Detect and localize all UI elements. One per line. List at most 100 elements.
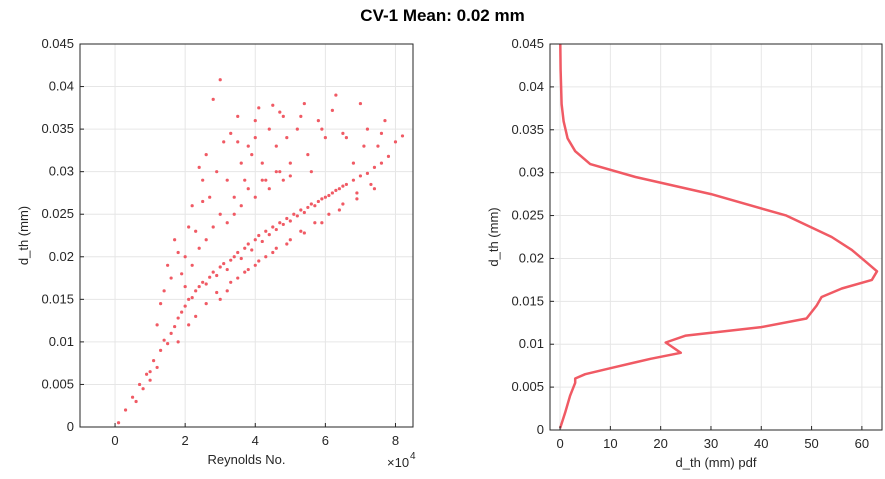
scatter-point [351, 161, 356, 165]
scatter-point [123, 408, 128, 412]
scatter-point [302, 101, 306, 106]
scatter-point [257, 259, 261, 263]
y-tick-label: 0.025 [41, 206, 74, 221]
scatter-point [194, 289, 198, 293]
scatter-point [183, 284, 187, 289]
scatter-point [379, 131, 384, 135]
scatter-point [299, 114, 303, 118]
scatter-point [215, 273, 219, 278]
y-axis-label: d_th (mm) [486, 207, 501, 266]
scatter-point [137, 382, 142, 387]
scatter-point [372, 187, 377, 191]
y-tick-label: 0 [67, 419, 74, 434]
scatter-point [253, 119, 257, 123]
scatter-point [334, 93, 338, 97]
scatter-point [166, 341, 170, 346]
scatter-point [197, 165, 201, 170]
scatter-point [285, 136, 289, 140]
scatter-point [253, 238, 257, 242]
x-tick-label: 4 [252, 433, 259, 448]
scatter-point [281, 222, 285, 227]
scatter-point [274, 246, 278, 250]
scatter-point [159, 301, 163, 306]
scatter-point [246, 242, 250, 246]
scatter-point [201, 178, 205, 182]
scatter-point [271, 250, 275, 255]
scatter-point [274, 144, 278, 148]
scatter-point [155, 323, 159, 327]
scatter-point [285, 216, 289, 221]
scatter-point [271, 225, 275, 229]
scatter-point [365, 171, 370, 175]
scatter-point [271, 103, 275, 107]
scatter-point [243, 270, 247, 274]
scatter-point [229, 131, 233, 135]
scatter-point [313, 221, 317, 225]
scatter-point [201, 280, 205, 284]
scatter-point [211, 225, 215, 229]
x-tick-label: 2 [182, 433, 189, 448]
y-tick-label: 0.005 [41, 376, 74, 391]
x-tick-label: 0 [111, 433, 118, 448]
scatter-point [330, 191, 334, 195]
scatter-point [309, 170, 313, 174]
scatter-point [246, 187, 250, 191]
chart-panel-1: 0 2 4 6 8 0 0.005 0.01 0.015 0.02 0.025 0.03 0.035 0.… [16, 36, 416, 470]
scatter-point [162, 338, 166, 342]
scatter-point [281, 178, 285, 182]
scatter-point [218, 265, 222, 269]
scatter-point [239, 256, 243, 261]
scatter-point [281, 114, 285, 118]
x-tick-label: 8 [392, 433, 399, 448]
scatter-point [253, 136, 257, 140]
scatter-point [327, 193, 331, 198]
scatter-point [302, 210, 306, 215]
x-tick-label: 10 [603, 436, 617, 451]
scatter-point [341, 131, 345, 135]
scatter-point [243, 246, 247, 250]
scatter-point [183, 255, 187, 259]
scatter-point [295, 127, 299, 131]
y-tick-label: 0.045 [41, 36, 74, 51]
scatter-point [260, 178, 264, 182]
scatter-point [180, 272, 184, 276]
scatter-point [243, 178, 247, 182]
scatter-point [400, 134, 405, 138]
scatter-point [211, 270, 215, 274]
scatter-point [190, 263, 194, 267]
x-axis-label: d_th (mm) pdf [676, 455, 757, 470]
scatter-point [232, 195, 236, 199]
scatter-point [323, 195, 327, 199]
scatter-point [225, 178, 229, 182]
scatter-point [134, 399, 138, 404]
scatter-point [194, 229, 198, 233]
scatter-point [169, 331, 173, 335]
y-tick-label: 0.015 [511, 293, 544, 308]
chart-panel-2: 0 10 20 30 40 50 60 0 0.005 0.01 0.015 0.02 0.025 0.0… [486, 36, 883, 470]
scatter-point [351, 178, 356, 182]
scatter-point [316, 119, 320, 123]
scatter-point [355, 191, 359, 195]
scatter-point [355, 197, 359, 201]
scatter-point [236, 250, 240, 255]
scatter-point [320, 221, 324, 225]
scatter-point [204, 282, 208, 286]
scatter-point [386, 154, 391, 158]
scatter-point [257, 233, 261, 238]
scatter-point [225, 267, 229, 272]
scatter-point [173, 238, 177, 242]
scatter-point [309, 202, 313, 206]
scatter-point [278, 221, 282, 225]
scatter-point [292, 212, 296, 216]
scatter-point [159, 348, 163, 352]
scatter-point [190, 296, 194, 300]
x-tick-label: 0 [556, 436, 563, 451]
scatter-point [267, 187, 271, 191]
x-tick-label: 60 [855, 436, 869, 451]
scatter-point [372, 165, 377, 170]
scatter-point [201, 199, 205, 204]
x-tick-label: 30 [704, 436, 718, 451]
y-tick-label: 0.02 [49, 249, 74, 264]
x-tick-label: 50 [804, 436, 818, 451]
scatter-point [285, 242, 289, 246]
